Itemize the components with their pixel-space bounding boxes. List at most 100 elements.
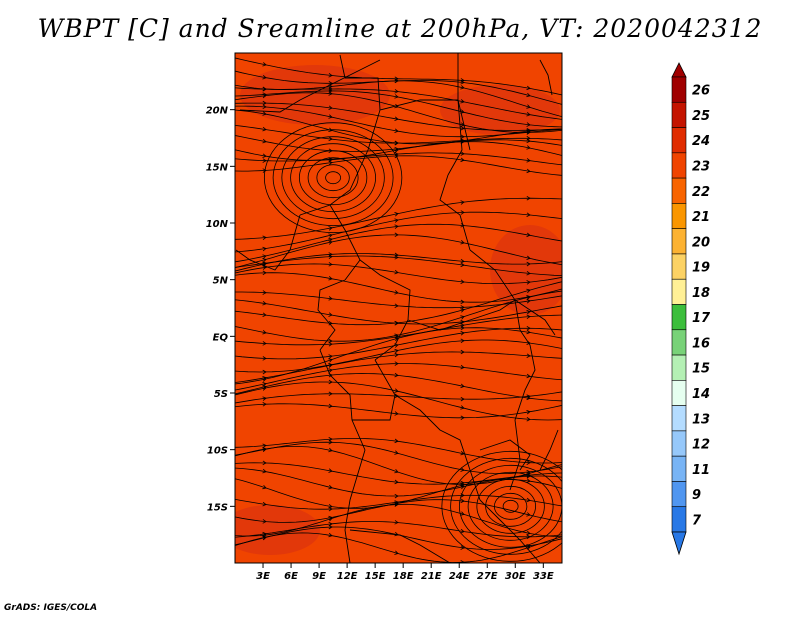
streamline-arrow bbox=[262, 270, 267, 276]
streamline-arrow bbox=[328, 86, 333, 92]
warm-patches bbox=[235, 65, 562, 555]
streamline-arrow bbox=[262, 126, 267, 132]
streamline-arrow bbox=[328, 363, 333, 368]
streamline-arrow bbox=[262, 312, 267, 317]
streamline-arrow bbox=[460, 223, 465, 228]
streamline-arrow bbox=[394, 224, 399, 229]
country-border bbox=[457, 53, 471, 151]
streamline-arrow bbox=[526, 280, 531, 285]
streamline-arrow bbox=[394, 303, 399, 308]
streamline-arrow bbox=[460, 210, 465, 215]
colorbar-segment bbox=[671, 506, 687, 533]
streamline-arrow bbox=[394, 388, 399, 393]
streamline-arrow bbox=[328, 358, 333, 363]
streamline-arrow bbox=[262, 330, 267, 335]
streamline-arrow bbox=[262, 111, 267, 116]
streamline-arrow bbox=[328, 506, 333, 512]
country-border bbox=[359, 259, 411, 361]
streamline-arrow bbox=[328, 403, 333, 409]
streamline-arrow bbox=[526, 92, 531, 98]
streamline-arrow bbox=[394, 493, 399, 499]
streamline-arrow bbox=[394, 393, 399, 399]
streamline-arrow bbox=[526, 122, 531, 127]
streamline-arrow bbox=[394, 334, 399, 340]
streamline-arrow bbox=[394, 361, 399, 366]
streamline-arrow bbox=[526, 145, 531, 150]
colorbar-segment bbox=[671, 354, 687, 381]
streamline-arrow bbox=[328, 233, 333, 238]
streamline-arrow bbox=[526, 416, 531, 422]
streamline-arrow bbox=[526, 168, 531, 174]
streamline-arrow bbox=[526, 325, 531, 331]
streamline-arrow bbox=[460, 511, 465, 516]
streamline-arrow bbox=[262, 484, 267, 490]
streamline-arrow bbox=[262, 93, 267, 99]
streamline-arrow bbox=[262, 100, 267, 106]
streamline-arrow bbox=[394, 336, 399, 342]
streamline-arrow bbox=[460, 383, 465, 389]
country-border bbox=[394, 394, 481, 501]
map-panel[interactable] bbox=[220, 52, 579, 564]
streamline-arrow bbox=[328, 105, 333, 110]
lon-tick-label: 30E bbox=[505, 571, 526, 582]
colorbar-label: 16 bbox=[692, 336, 710, 351]
streamline-arrow bbox=[328, 468, 333, 473]
streamline-arrow bbox=[526, 410, 531, 415]
country-border bbox=[514, 299, 556, 336]
streamline-arrow bbox=[460, 299, 465, 305]
country-border bbox=[439, 174, 471, 251]
country-border bbox=[235, 214, 301, 271]
streamline-arrow bbox=[328, 447, 333, 453]
streamline-arrow bbox=[262, 356, 267, 361]
streamline-arrow bbox=[394, 352, 399, 358]
streamline-arrow bbox=[526, 512, 531, 517]
streamline-arrow bbox=[328, 157, 333, 163]
grads-credit: GrADS: IGES/COLA bbox=[4, 603, 98, 613]
streamline-arrow bbox=[460, 78, 465, 83]
vortex-ring bbox=[263, 122, 403, 234]
vortex-ring bbox=[272, 129, 394, 227]
streamline-arrow bbox=[394, 348, 399, 354]
lon-tick-label: 9E bbox=[312, 571, 326, 582]
lon-tick-label: 15E bbox=[365, 571, 386, 582]
colorbar-label: 17 bbox=[692, 311, 711, 326]
streamline-arrow bbox=[526, 299, 531, 304]
streamline-arrow bbox=[394, 116, 399, 121]
streamline-arrow bbox=[460, 122, 465, 127]
streamline-arrow bbox=[394, 212, 399, 217]
plot-title: WBPT [C] and Sreamline at 200hPa, VT: 20… bbox=[37, 14, 763, 43]
streamline-arrow bbox=[460, 338, 465, 344]
streamline-arrow bbox=[262, 376, 267, 381]
streamline-arrow bbox=[460, 405, 465, 410]
streamline-arrow bbox=[460, 85, 465, 90]
streamline-arrow bbox=[394, 218, 399, 223]
streamline-arrow bbox=[460, 125, 465, 131]
streamline-arrow bbox=[328, 338, 333, 344]
streamline-arrow bbox=[394, 94, 399, 99]
vortex-north bbox=[263, 122, 403, 234]
streamline-arrow bbox=[394, 89, 399, 94]
streamline-arrow bbox=[262, 468, 267, 474]
streamline-arrow bbox=[394, 550, 399, 555]
streamline-arrow bbox=[460, 279, 465, 284]
streamline-arrow bbox=[526, 288, 531, 294]
streamline-arrow bbox=[526, 314, 531, 320]
streamline-arrow bbox=[328, 296, 333, 301]
lon-tick-label: 21E bbox=[421, 571, 442, 582]
vortex-ring bbox=[281, 136, 385, 220]
lon-tick-label: 18E bbox=[393, 571, 414, 582]
streamline-arrow bbox=[526, 255, 531, 260]
streamline-arrow bbox=[262, 460, 267, 466]
streamline-arrow bbox=[460, 308, 465, 313]
colorbar-label: 13 bbox=[692, 412, 710, 427]
country-border bbox=[349, 529, 451, 563]
streamline-arrow bbox=[262, 261, 267, 266]
streamline-arrow bbox=[526, 85, 531, 91]
streamline-arrow bbox=[460, 134, 465, 140]
streamline-arrow bbox=[526, 138, 531, 144]
streamline-arrow bbox=[262, 382, 267, 387]
streamline-arrow bbox=[526, 232, 531, 238]
colorbar-segment bbox=[671, 152, 687, 179]
streamline-arrow bbox=[328, 354, 333, 359]
colorbar-label: 24 bbox=[692, 134, 710, 149]
